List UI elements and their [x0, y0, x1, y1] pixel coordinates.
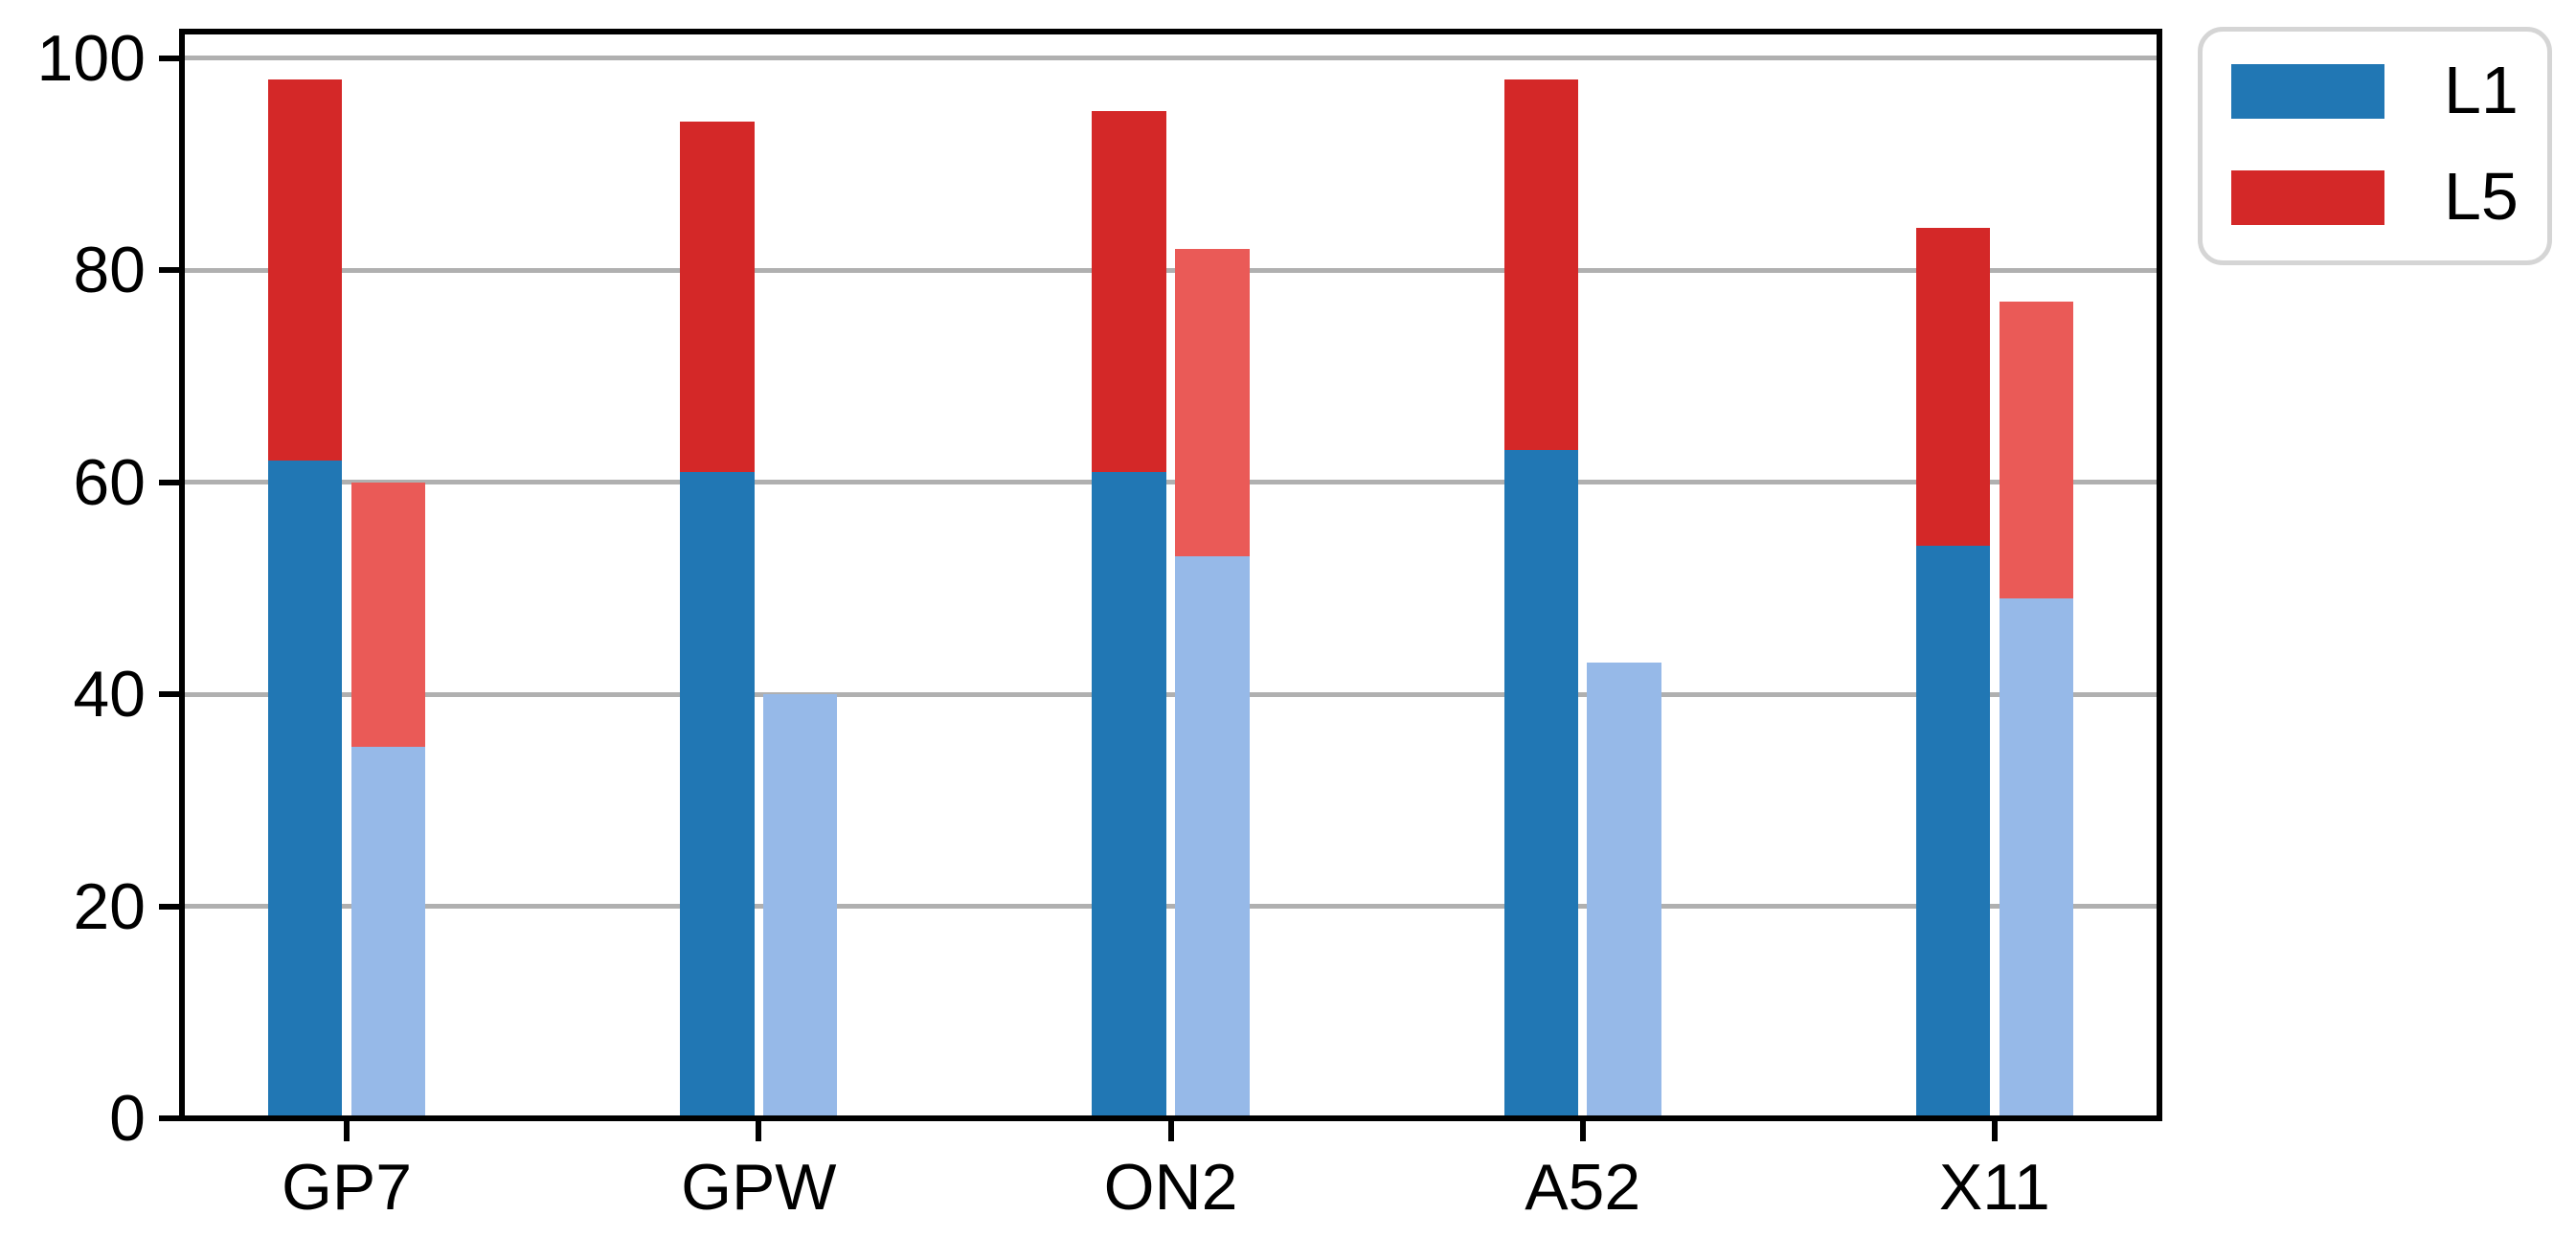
x-axis-tick-label-GPW: GPW [681, 1151, 837, 1224]
x-axis-tick-GPW [756, 1118, 762, 1141]
gridline-y-40 [182, 691, 2159, 697]
bar-X11-solid-L5 [1915, 227, 1991, 547]
legend-label-l5: L5 [2444, 159, 2519, 234]
y-axis-tick-label-40: 40 [73, 658, 146, 732]
x-axis-tick-label-X11: X11 [1938, 1151, 2050, 1224]
bar-GP7-solid-L1 [267, 461, 343, 1118]
bar-A52-solid-L5 [1503, 79, 1578, 451]
x-axis-tick-A52 [1579, 1118, 1586, 1141]
x-axis-tick-GP7 [344, 1118, 350, 1141]
x-axis-tick-ON2 [1167, 1118, 1174, 1141]
y-axis-tick-label-60: 60 [73, 445, 146, 519]
y-axis-tick-60 [159, 479, 182, 485]
bar-X11-light-L1 [1999, 598, 2074, 1118]
bar-GPW-solid-L5 [680, 122, 755, 472]
bar-A52-solid-L1 [1503, 450, 1578, 1118]
bar-GPW-light-L1 [763, 694, 838, 1118]
bar-GP7-solid-L5 [267, 79, 343, 461]
bar-GP7-light-L5 [350, 482, 426, 748]
x-axis-tick-label-ON2: ON2 [1103, 1151, 1238, 1224]
bar-A52-light-L1 [1587, 662, 1661, 1118]
y-axis-tick-100 [159, 55, 182, 61]
y-axis-tick-label-0: 0 [109, 1082, 146, 1155]
y-axis-tick-label-80: 80 [73, 234, 146, 307]
gridline-y-100 [182, 56, 2159, 61]
y-axis-tick-20 [159, 903, 182, 910]
y-axis-tick-80 [159, 267, 182, 274]
gridline-y-80 [182, 267, 2159, 273]
y-axis-tick-label-100: 100 [36, 21, 146, 95]
legend-swatch-l5 [2231, 170, 2384, 225]
gridline-y-20 [182, 904, 2159, 910]
x-axis-tick-label-A52: A52 [1525, 1151, 1641, 1224]
y-axis-tick-40 [159, 691, 182, 698]
bar-X11-light-L5 [1999, 302, 2074, 599]
bar-GP7-light-L1 [350, 747, 426, 1118]
bar-ON2-solid-L5 [1092, 111, 1166, 472]
legend-label-l1: L1 [2444, 53, 2519, 127]
x-axis-tick-label-GP7: GP7 [282, 1151, 413, 1224]
legend: L1 L5 [2198, 27, 2552, 265]
bar-X11-solid-L1 [1915, 546, 1991, 1118]
bar-ON2-light-L5 [1175, 249, 1250, 557]
plot-area [182, 32, 2159, 1118]
y-axis-tick-label-20: 20 [73, 869, 146, 943]
gridline-y-60 [182, 480, 2159, 485]
legend-swatch-l1 [2231, 64, 2384, 119]
bar-ON2-light-L1 [1175, 556, 1250, 1118]
bar-GPW-solid-L1 [680, 471, 755, 1118]
x-axis-tick-X11 [1991, 1118, 1998, 1141]
y-axis-tick-0 [159, 1115, 182, 1121]
bar-ON2-solid-L1 [1092, 471, 1166, 1118]
